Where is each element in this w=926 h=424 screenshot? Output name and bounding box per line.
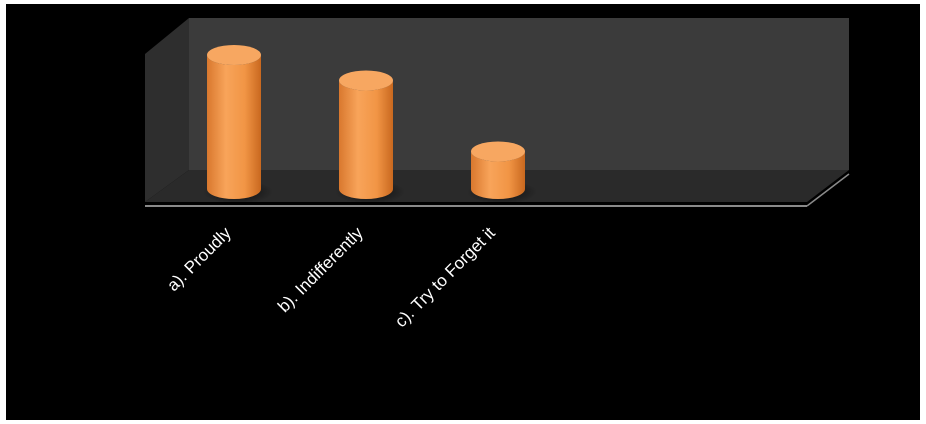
bar-top (339, 70, 393, 91)
x-tick-label: a). Proudly (163, 223, 235, 295)
chart-floor-edge-right (806, 173, 850, 207)
bar-3 (467, 141, 537, 204)
bar-1 (203, 45, 273, 204)
bar-body (339, 80, 393, 199)
bar-top (207, 45, 261, 65)
bar-top (471, 141, 525, 162)
x-tick-label: c). Try to Forget it (391, 223, 499, 331)
bar-2 (335, 70, 405, 204)
chart-side-wall (145, 18, 189, 202)
x-tick-label: b). Indifferently (274, 223, 367, 316)
chart-frame: a). Proudly b). Indifferently c). Try to F… (6, 4, 920, 420)
bar-body (471, 151, 525, 199)
bar-chart: a). Proudly b). Indifferently c). Try to F… (145, 18, 850, 331)
bar-body (207, 55, 261, 199)
